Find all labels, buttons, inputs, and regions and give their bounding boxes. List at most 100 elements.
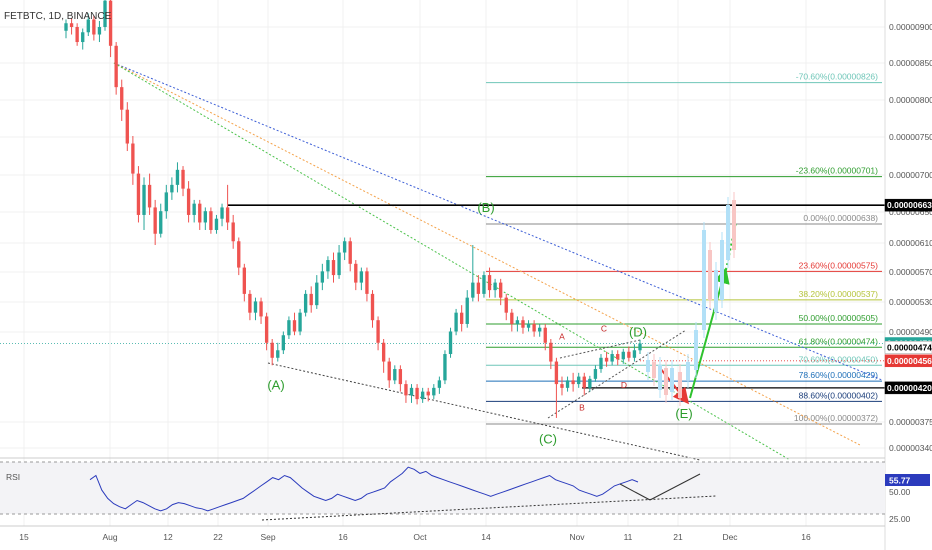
- candle-body: [97, 27, 102, 35]
- candle-body: [131, 143, 135, 174]
- candle-body: [420, 391, 425, 400]
- x-tick-label: 11: [624, 532, 633, 542]
- y-tick-label: 0.00000610: [889, 238, 932, 248]
- candle-body: [577, 376, 581, 385]
- sub-wave-label: B: [579, 402, 585, 412]
- candle-body: [415, 387, 419, 400]
- wave-label: (D): [629, 325, 647, 340]
- candle-body: [192, 203, 196, 215]
- candle-body: [331, 260, 336, 276]
- trend-lines[interactable]: [0, 62, 885, 461]
- candle-body: [521, 320, 525, 328]
- candle-body: [64, 23, 68, 31]
- candle-body: [175, 169, 180, 185]
- candle-body: [270, 342, 274, 358]
- candle-body: [409, 387, 414, 396]
- projection-candle: [652, 362, 656, 378]
- y-tick-label: 0.00000800: [889, 95, 932, 105]
- y-tick-label: 0.00000700: [889, 170, 932, 180]
- projection-candle: [646, 360, 650, 372]
- candle-body: [526, 323, 531, 328]
- candle-body: [454, 312, 458, 332]
- candle-body: [627, 351, 631, 358]
- candle-body: [432, 387, 436, 396]
- x-tick-label: 14: [481, 532, 491, 542]
- price-axis[interactable]: 0.00000900 0.00000850 0.00000800 0.00000750…: [889, 22, 932, 453]
- fib-retracement[interactable]: -70.60%(0.00000826) -23.60%(0.00000701) 0.…: [486, 72, 882, 425]
- y-tick-label: 0.00000750: [889, 132, 932, 142]
- x-tick-label: Oct: [413, 532, 427, 542]
- fib-level-label: 100.00%(0.00000372): [794, 413, 878, 423]
- candle-body: [231, 222, 235, 242]
- candle-body: [103, 0, 107, 27]
- candle-body: [638, 343, 642, 351]
- candle-body: [92, 19, 96, 35]
- candle-body: [69, 23, 74, 27]
- projection-candle: [726, 205, 730, 260]
- projection-candle: [694, 330, 698, 370]
- rsi-value-badge: [885, 474, 930, 486]
- candle-body: [248, 293, 252, 313]
- projection-candle: [686, 362, 690, 380]
- price-badge-resistance: [884, 198, 932, 212]
- candle-body: [387, 361, 391, 381]
- x-tick-label: 15: [19, 532, 29, 542]
- candle-body: [504, 297, 508, 313]
- projection-candle: [708, 250, 712, 300]
- candle-body: [476, 282, 481, 294]
- candle-body: [370, 293, 375, 321]
- price-badge-low: [884, 354, 932, 368]
- candle-body: [320, 271, 325, 283]
- fib-level-label: 70.60%(0.00000450): [799, 354, 879, 364]
- y-tick-label: 0.00000340: [889, 443, 932, 453]
- candle-body: [632, 350, 637, 358]
- y-tick-label: 0.00000530: [889, 297, 932, 307]
- candle-body: [599, 357, 603, 370]
- candle-body: [459, 312, 464, 324]
- price-badge-support-text: 0.00000420: [887, 383, 932, 393]
- price-badge-close: [884, 341, 932, 354]
- wave-labels: (A) (B) (C) (D) (E) A B C D: [267, 200, 692, 447]
- y-tick-label: 0.00000850: [889, 58, 932, 68]
- candle-body: [560, 384, 564, 388]
- x-tick-label: 22: [213, 532, 223, 542]
- y-tick-label: 0.00000570: [889, 267, 932, 277]
- rsi-arrow-up: [649, 473, 701, 501]
- candle-body: [398, 369, 403, 385]
- fib-level-label: 88.60%(0.00000402): [799, 390, 879, 400]
- candle-body: [220, 207, 224, 219]
- candle-body: [604, 357, 609, 362]
- candle-body: [159, 211, 163, 234]
- candle-body: [136, 173, 141, 215]
- candle-body: [298, 312, 302, 332]
- wave-label: (E): [675, 406, 692, 421]
- sub-wave-label: C: [601, 323, 607, 333]
- candle-body: [181, 169, 185, 189]
- candle-body: [120, 87, 124, 110]
- fib-level-label: 61.80%(0.00000474): [799, 336, 879, 346]
- candle-body: [404, 384, 408, 396]
- x-tick-label: Nov: [569, 532, 585, 542]
- candle-body: [292, 320, 297, 332]
- y-tick-label: 0.00000900: [889, 22, 932, 32]
- wave-label: (C): [539, 431, 557, 446]
- candle-body: [108, 0, 113, 46]
- projection: [646, 192, 736, 406]
- candle-body: [543, 327, 547, 343]
- candle-body: [621, 351, 625, 360]
- candle-body: [114, 45, 118, 88]
- candle-body: [242, 267, 247, 294]
- candle-body: [532, 323, 536, 332]
- price-badge-resistance-text: 0.00000663: [887, 200, 932, 210]
- triangle-upper-line: [559, 339, 641, 359]
- projection-candle: [720, 240, 724, 300]
- candle-body: [348, 241, 352, 264]
- candle-body: [493, 282, 497, 291]
- candle-body: [443, 354, 447, 381]
- y-tick-label: 0.00000375: [889, 417, 932, 427]
- time-axis[interactable]: 15 Aug 12 22 Sep 16 Oct 14 Nov 11 21 Dec 16: [19, 532, 811, 542]
- candle-body: [81, 32, 85, 43]
- candle-body: [571, 380, 575, 385]
- candle-body: [437, 380, 442, 388]
